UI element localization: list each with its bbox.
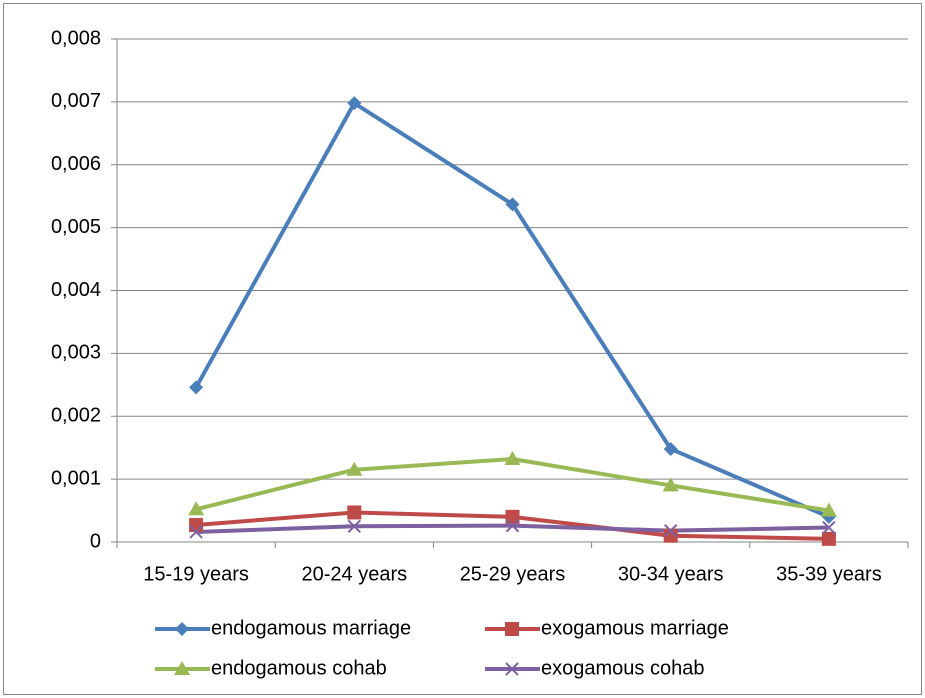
y-tick-label: 0,008 xyxy=(51,27,101,49)
marker xyxy=(821,531,836,546)
chart-border xyxy=(3,3,922,695)
marker xyxy=(663,528,678,543)
legend-marker xyxy=(175,622,189,636)
y-tick-label: 0 xyxy=(90,530,101,552)
y-tick-label: 0,001 xyxy=(51,467,101,489)
y-tick-label: 0,002 xyxy=(51,405,101,427)
legend-label: exogamous marriage xyxy=(541,617,729,639)
legend-label: exogamous cohab xyxy=(541,657,704,679)
marker xyxy=(505,197,520,212)
marker xyxy=(347,519,362,533)
marker xyxy=(505,509,520,524)
x-tick-label: 35-39 years xyxy=(776,563,882,585)
marker xyxy=(821,509,836,524)
marker xyxy=(347,96,362,111)
marker xyxy=(663,441,678,456)
marker xyxy=(189,525,203,539)
y-tick-label: 0,003 xyxy=(51,342,101,364)
y-tick-label: 0,004 xyxy=(51,279,101,301)
marker xyxy=(504,451,521,466)
marker xyxy=(505,518,520,533)
x-tick-label: 15-19 years xyxy=(143,563,249,585)
x-tick-label: 30-34 years xyxy=(618,563,724,585)
y-tick-label: 0,006 xyxy=(51,153,101,175)
legend-marker xyxy=(505,662,519,676)
y-tick-label: 0,005 xyxy=(51,216,101,238)
legend-marker xyxy=(174,661,190,675)
legend-label: endogamous cohab xyxy=(211,657,387,679)
marker xyxy=(662,477,679,492)
marker xyxy=(188,501,205,516)
x-tick-label: 25-29 years xyxy=(460,563,566,585)
marker xyxy=(189,518,204,533)
marker xyxy=(820,502,837,517)
y-tick-label: 0,007 xyxy=(51,90,101,112)
marker xyxy=(347,505,362,520)
marker xyxy=(822,520,836,535)
marker xyxy=(346,461,363,476)
legend-label: endogamous marriage xyxy=(211,617,411,639)
legend-marker xyxy=(505,622,519,636)
marker xyxy=(663,523,678,538)
x-tick-label: 20-24 years xyxy=(301,563,407,585)
marker xyxy=(189,380,204,395)
